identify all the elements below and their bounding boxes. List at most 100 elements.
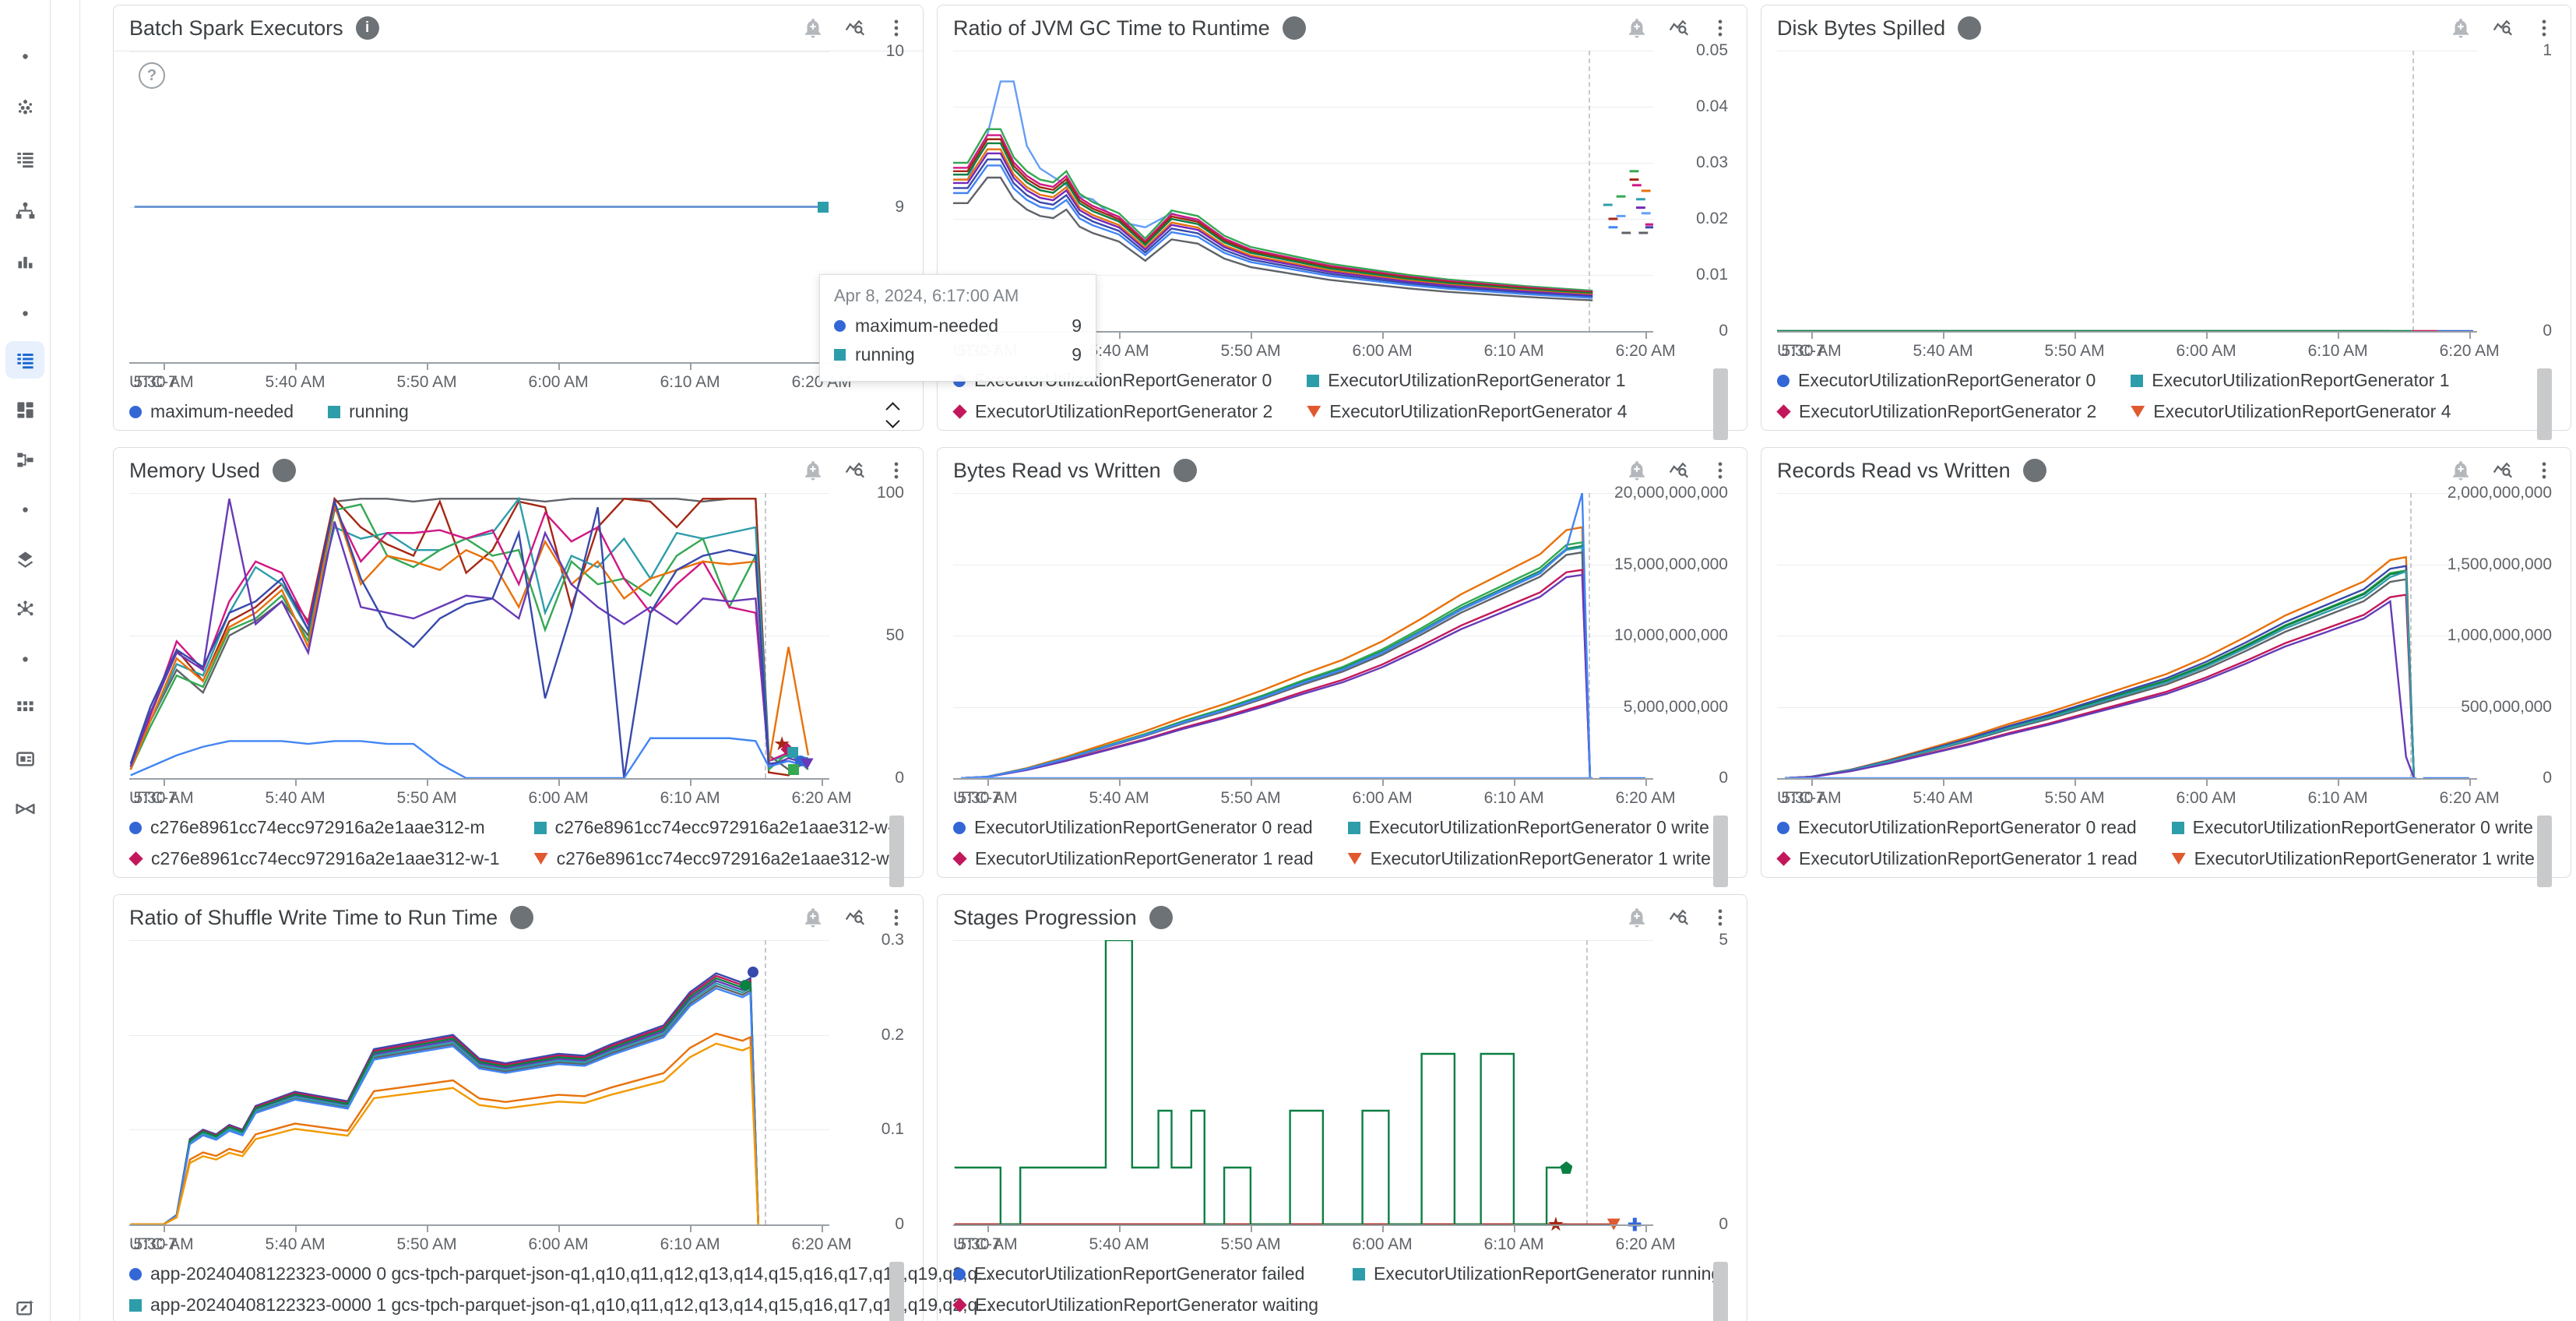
more-options-icon[interactable]: [885, 907, 907, 928]
add-alert-icon[interactable]: [1625, 16, 1649, 40]
legend-item[interactable]: c276e8961cc74ecc972916a2e1aae312-w-2: [533, 848, 905, 869]
sidebar-item-list-selected[interactable]: [5, 341, 44, 379]
sidebar-item-cluster[interactable]: [5, 89, 44, 126]
legend-item[interactable]: ExecutorUtilizationReportGenerator runni…: [1353, 1263, 1721, 1284]
add-alert-icon[interactable]: [1625, 906, 1649, 929]
legend-item[interactable]: running: [328, 401, 409, 422]
more-options-icon[interactable]: [1709, 907, 1731, 928]
legend-circle-symbol: [953, 821, 966, 834]
add-alert-icon[interactable]: [801, 459, 825, 482]
legend-item[interactable]: ExecutorUtilizationReportGenerator 4: [2131, 401, 2451, 422]
legend-scrollbar[interactable]: [2537, 368, 2552, 440]
plot-area[interactable]: [129, 493, 829, 778]
more-options-icon[interactable]: [1709, 460, 1731, 481]
info-icon[interactable]: [510, 906, 534, 929]
panel-title: Memory Used: [129, 458, 261, 482]
legend-scrollbar[interactable]: [889, 815, 904, 887]
explore-chart-icon[interactable]: [843, 906, 867, 929]
legend-item[interactable]: ExecutorUtilizationReportGenerator 0 wri…: [2171, 817, 2535, 838]
legend-item[interactable]: ExecutorUtilizationReportGenerator 4: [1307, 401, 1628, 422]
more-options-icon[interactable]: [885, 17, 907, 39]
add-alert-icon[interactable]: [2449, 459, 2472, 482]
info-icon[interactable]: [273, 459, 297, 482]
info-icon[interactable]: [2022, 459, 2046, 482]
legend-expander-button[interactable]: [885, 402, 900, 428]
plot-area[interactable]: [129, 940, 829, 1224]
legend-item[interactable]: app-20240408122323-0000 0 gcs-tpch-parqu…: [129, 1263, 992, 1284]
info-icon[interactable]: [1958, 16, 1982, 40]
legend-item[interactable]: ExecutorUtilizationReportGenerator 2: [1776, 401, 2096, 422]
legend-item[interactable]: ExecutorUtilizationReportGenerator waiti…: [952, 1295, 1318, 1316]
legend-item[interactable]: ExecutorUtilizationReportGenerator 0: [1777, 370, 2096, 391]
legend-item[interactable]: ExecutorUtilizationReportGenerator 1 wri…: [2171, 848, 2535, 869]
more-options-icon[interactable]: [1709, 17, 1731, 39]
more-options-icon[interactable]: [885, 460, 907, 481]
sidebar-item-chart[interactable]: [5, 243, 44, 280]
info-icon[interactable]: i: [355, 16, 379, 40]
more-options-icon[interactable]: [2533, 460, 2555, 481]
explore-chart-icon[interactable]: [2491, 459, 2514, 482]
legend-scrollbar[interactable]: [1713, 368, 1728, 440]
legend-item[interactable]: ExecutorUtilizationReportGenerator faile…: [953, 1263, 1318, 1284]
series-end-marker-pentagon: [1560, 1161, 1573, 1174]
sidebar-item-compose[interactable]: [5, 1289, 44, 1321]
add-alert-icon[interactable]: [1625, 459, 1649, 482]
plot-area[interactable]: [953, 493, 1653, 778]
more-options-icon[interactable]: [2533, 17, 2555, 39]
plot-area[interactable]: [953, 51, 1653, 331]
y-axis-label: 15,000,000,000: [1614, 555, 1728, 573]
explore-chart-icon[interactable]: [843, 459, 867, 482]
sidebar-item-dot[interactable]: [5, 640, 44, 678]
info-icon[interactable]: [1173, 459, 1197, 482]
help-icon[interactable]: ?: [139, 62, 165, 89]
legend-item[interactable]: ExecutorUtilizationReportGenerator 1: [1307, 370, 1627, 391]
legend-item[interactable]: c276e8961cc74ecc972916a2e1aae312-w-0: [533, 817, 906, 838]
legend-scrollbar[interactable]: [1713, 815, 1728, 887]
legend-scrollbar[interactable]: [889, 1262, 904, 1321]
chart-card-5: Bytes Read vs Written 20,000,000,000 15,0…: [937, 447, 1747, 887]
legend-item[interactable]: c276e8961cc74ecc972916a2e1aae312-w-1: [128, 848, 500, 869]
legend-item[interactable]: ExecutorUtilizationReportGenerator 1 wri…: [1347, 848, 1711, 869]
sidebar-item-bowtie[interactable]: [5, 790, 44, 827]
sidebar-item-dashboard[interactable]: [5, 391, 44, 428]
legend-scrollbar[interactable]: [1713, 1262, 1728, 1321]
sidebar-item-dot[interactable]: [5, 491, 44, 528]
x-axis-label: 6:00 AM: [528, 1235, 589, 1253]
plot-area[interactable]: ?: [129, 51, 829, 362]
legend-item[interactable]: ExecutorUtilizationReportGenerator 1 rea…: [1776, 848, 2138, 869]
add-alert-icon[interactable]: [2449, 16, 2472, 40]
explore-chart-icon[interactable]: [1667, 16, 1691, 40]
plot-area[interactable]: [1777, 51, 2477, 331]
sidebar-item-tree[interactable]: [5, 192, 44, 229]
legend-item[interactable]: ExecutorUtilizationReportGenerator 0 wri…: [1347, 817, 1711, 838]
info-icon[interactable]: [1282, 16, 1306, 40]
sidebar-item-list[interactable]: [5, 140, 44, 178]
explore-chart-icon[interactable]: [1667, 459, 1691, 482]
sidebar-item-dot[interactable]: [5, 294, 44, 332]
legend-scrollbar[interactable]: [2537, 815, 2552, 887]
explore-chart-icon[interactable]: [2491, 16, 2514, 40]
sidebar-item-hub[interactable]: [5, 590, 44, 628]
legend-item[interactable]: ExecutorUtilizationReportGenerator 0 rea…: [1777, 817, 2138, 838]
plot-area[interactable]: [1777, 493, 2477, 778]
legend-label: ExecutorUtilizationReportGenerator 0 wri…: [1368, 817, 1709, 837]
legend-item[interactable]: maximum-needed: [129, 401, 294, 422]
legend-item[interactable]: ExecutorUtilizationReportGenerator 1: [2131, 370, 2451, 391]
legend-item[interactable]: c276e8961cc74ecc972916a2e1aae312-m: [129, 817, 500, 838]
legend-item[interactable]: ExecutorUtilizationReportGenerator 2: [952, 401, 1272, 422]
sidebar-item-grid[interactable]: [5, 690, 44, 727]
explore-chart-icon[interactable]: [843, 16, 867, 40]
sidebar-item-flow[interactable]: [5, 441, 44, 478]
add-alert-icon[interactable]: [801, 16, 825, 40]
sidebar-item-dot[interactable]: [5, 37, 44, 75]
explore-chart-icon[interactable]: [1667, 906, 1691, 929]
legend-item[interactable]: app-20240408122323-0000 1 gcs-tpch-parqu…: [129, 1295, 992, 1316]
x-axis-label: 5:30 AM: [133, 1235, 194, 1253]
legend-item[interactable]: ExecutorUtilizationReportGenerator 0 rea…: [953, 817, 1314, 838]
plot-area[interactable]: [953, 940, 1653, 1231]
sidebar-item-layers[interactable]: [5, 541, 44, 578]
sidebar-item-card[interactable]: [5, 740, 44, 777]
add-alert-icon[interactable]: [801, 906, 825, 929]
legend-item[interactable]: ExecutorUtilizationReportGenerator 1 rea…: [952, 848, 1314, 869]
info-icon[interactable]: [1149, 906, 1173, 929]
